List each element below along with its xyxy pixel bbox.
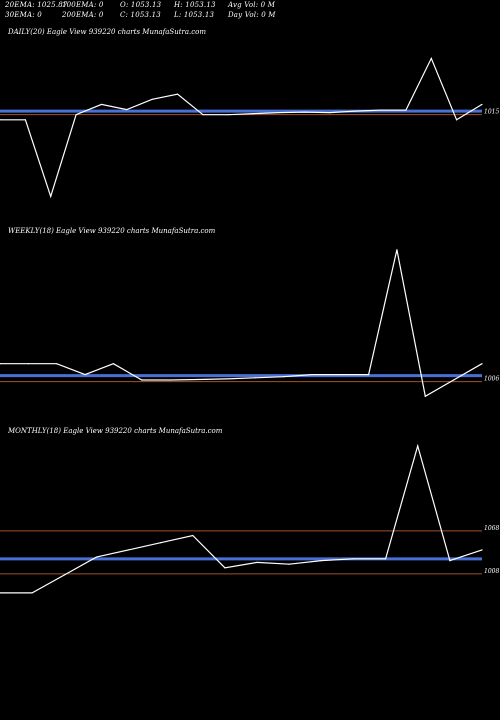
price-point xyxy=(0,119,1,121)
panel-title: MONTHLY(18) Eagle View 939220 charts Mun… xyxy=(7,427,223,435)
price-point xyxy=(481,103,483,106)
price-line xyxy=(0,56,483,199)
price-point xyxy=(63,574,65,576)
price-point xyxy=(385,558,387,560)
price-point xyxy=(405,109,407,111)
price-point xyxy=(197,378,200,381)
price-point xyxy=(481,363,483,365)
price-point xyxy=(354,110,356,112)
price-point xyxy=(456,119,458,121)
price-point xyxy=(100,103,103,106)
price-point xyxy=(56,363,58,365)
ema30-stat: 30EMA: 0 xyxy=(5,11,42,19)
price-point xyxy=(424,395,426,397)
price-point xyxy=(256,561,258,564)
price-point xyxy=(141,379,143,381)
price-point xyxy=(126,108,128,111)
price-point xyxy=(31,592,33,594)
price-point xyxy=(151,98,153,100)
high-stat: H: 1053.13 xyxy=(174,1,216,9)
ema200-stat: 200EMA: 0 xyxy=(62,11,104,19)
price-point xyxy=(169,379,171,381)
price-point xyxy=(176,93,179,95)
panel-title: WEEKLY(18) Eagle View 939220 charts Muna… xyxy=(8,227,216,235)
level-label: 1015 xyxy=(484,109,499,116)
price-point xyxy=(75,114,77,116)
level-label: 1008 xyxy=(484,568,499,575)
price-point xyxy=(367,373,370,376)
level-label: 1068 xyxy=(484,525,499,532)
price-point xyxy=(0,592,1,594)
price-point xyxy=(278,112,280,114)
ema100-stat: 100EMA: 0 xyxy=(62,1,104,9)
price-point xyxy=(311,373,313,376)
dayvol-stat: Day Vol: 0 M xyxy=(228,11,276,19)
price-point xyxy=(288,563,290,565)
price-point xyxy=(202,114,204,116)
price-line xyxy=(0,443,483,594)
price-point xyxy=(95,556,97,558)
price-point xyxy=(417,445,419,447)
price-point xyxy=(303,111,306,113)
price-point xyxy=(282,376,285,378)
price-point xyxy=(339,373,341,376)
price-point xyxy=(453,379,455,381)
price-point xyxy=(254,377,256,379)
panel-title: DAILY(20) Eagle View 939220 charts Munaf… xyxy=(7,28,206,36)
price-point xyxy=(430,57,432,60)
open-stat: O: 1053.13 xyxy=(120,1,162,9)
price-point xyxy=(160,542,162,544)
price-point xyxy=(24,119,26,121)
price-point xyxy=(396,249,398,251)
ema20-stat: 20EMA: 1025.87 xyxy=(5,1,68,9)
price-point xyxy=(50,195,52,198)
price-point xyxy=(352,558,355,560)
close-stat: C: 1053.13 xyxy=(120,11,161,19)
price-point xyxy=(449,560,451,562)
level-label: 1006 xyxy=(484,376,499,383)
price-point xyxy=(329,112,331,114)
price-line xyxy=(0,249,483,398)
price-point xyxy=(127,549,130,551)
avgvol-stat: Avg Vol: 0 M xyxy=(228,1,276,9)
price-point xyxy=(84,373,86,376)
price-point xyxy=(0,363,1,365)
price-point xyxy=(224,567,226,569)
price-point xyxy=(379,109,382,111)
price-point xyxy=(253,113,255,115)
low-stat: L: 1053.13 xyxy=(174,11,215,19)
price-point xyxy=(320,560,322,562)
price-point xyxy=(227,114,229,116)
price-point xyxy=(27,363,29,365)
price-point xyxy=(226,378,228,380)
price-point xyxy=(112,363,115,365)
price-point xyxy=(192,534,194,537)
price-point xyxy=(481,549,483,551)
